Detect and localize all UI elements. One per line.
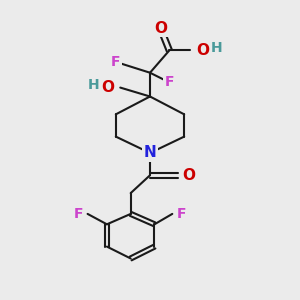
Text: F: F	[165, 75, 174, 88]
Text: F: F	[111, 55, 121, 69]
Text: H: H	[211, 41, 223, 55]
Text: F: F	[177, 207, 186, 221]
Text: H: H	[88, 78, 100, 92]
Text: O: O	[101, 80, 114, 95]
Text: O: O	[182, 168, 195, 183]
Text: N: N	[144, 146, 156, 160]
Text: O: O	[196, 43, 209, 58]
Text: O: O	[154, 21, 167, 36]
Text: F: F	[74, 207, 83, 221]
